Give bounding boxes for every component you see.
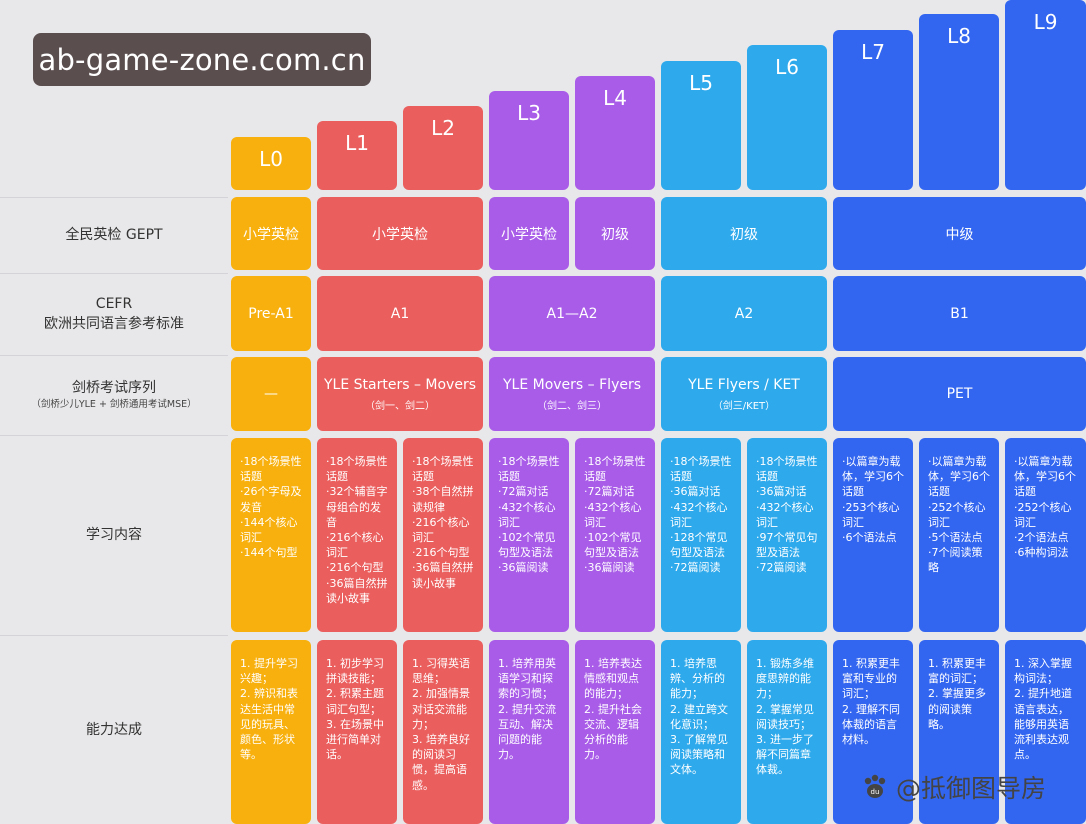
row-separator bbox=[0, 197, 228, 198]
footer-credit: du @抵御图导房 bbox=[860, 766, 1080, 808]
ability-cell-l5: 1. 培养思辨、分析的能力； 2. 建立跨文化意识； 3. 了解常见阅读策略和文… bbox=[661, 640, 741, 824]
ability-cell-l6: 1. 锻炼多维度思辨的能力； 2. 掌握常见阅读技巧； 3. 进一步了解不同篇章… bbox=[747, 640, 827, 824]
cambridge-cell: YLE Movers – Flyers （剑二、剑三） bbox=[489, 357, 655, 431]
row-label-ability-text: 能力达成 bbox=[86, 721, 142, 738]
level-l3: L3 bbox=[489, 91, 569, 190]
cefr-cell: A1 bbox=[317, 276, 483, 351]
cambridge-exam-note: （剑二、剑三） bbox=[537, 400, 607, 412]
content-cell-l5: ·18个场景性话题 ·36篇对话 ·432个核心词汇 ·128个常见句型及语法 … bbox=[661, 438, 741, 632]
row-label-gept: 全民英检 GEPT bbox=[0, 197, 228, 273]
gept-cell: 初级 bbox=[575, 197, 655, 270]
cambridge-exam-note: （剑一、剑二） bbox=[365, 400, 435, 412]
cambridge-cell: — bbox=[231, 357, 311, 431]
row-label-ability: 能力达成 bbox=[0, 635, 228, 824]
cambridge-exam: YLE Starters – Movers bbox=[323, 376, 476, 393]
level-l5: L5 bbox=[661, 61, 741, 190]
ability-cell-l9: 1. 深入掌握构词法； 2. 提升地道语言表达，能够用英语流利表达观点。 bbox=[1005, 640, 1086, 824]
cefr-cell: B1 bbox=[833, 276, 1086, 351]
content-cell-l8: ·以篇章为载体，学习6个话题 ·252个核心词汇 ·5个语法点 ·7个阅读策略 bbox=[919, 438, 999, 632]
ability-cell-l2: 1. 习得英语思维； 2. 加强情景对话交流能力； 3. 培养良好的阅读习惯，提… bbox=[403, 640, 483, 824]
gept-cell: 小学英检 bbox=[317, 197, 483, 270]
gept-cell: 中级 bbox=[833, 197, 1086, 270]
content-cell-l3: ·18个场景性话题 ·72篇对话 ·432个核心词汇 ·102个常见句型及语法 … bbox=[489, 438, 569, 632]
cambridge-exam: YLE Flyers / KET bbox=[688, 376, 800, 393]
cambridge-cell: YLE Flyers / KET （剑三/KET） bbox=[661, 357, 827, 431]
ability-cell-l1: 1. 初步学习拼读技能； 2. 积累主题词汇句型； 3. 在场景中进行简单对话。 bbox=[317, 640, 397, 824]
row-label-gept-text: 全民英检 GEPT bbox=[65, 227, 163, 243]
cefr-cell: A1—A2 bbox=[489, 276, 655, 351]
ability-cell-l3: 1. 培养用英语学习和探索的习惯； 2. 提升交流互动、解决问题的能力。 bbox=[489, 640, 569, 824]
level-l1: L1 bbox=[317, 121, 397, 190]
row-label-cambridge-line2: （剑桥少儿YLE + 剑桥通用考试MSE） bbox=[31, 399, 197, 410]
gept-cell: 初级 bbox=[661, 197, 827, 270]
watermark-text: ab-game-zone.com.cn bbox=[38, 42, 366, 77]
row-separator bbox=[0, 273, 228, 274]
row-label-cefr-line1: CEFR bbox=[95, 296, 133, 312]
svg-text:du: du bbox=[871, 788, 880, 796]
level-l8: L8 bbox=[919, 14, 999, 190]
content-cell-l0: ·18个场景性话题 ·26个字母及发音 ·144个核心词汇 ·144个句型 bbox=[231, 438, 311, 632]
cambridge-cell: PET bbox=[833, 357, 1086, 431]
row-label-content: 学习内容 bbox=[0, 435, 228, 635]
row-label-cambridge-line1: 剑桥考试序列 bbox=[72, 380, 156, 396]
gept-cell: 小学英检 bbox=[231, 197, 311, 270]
ability-cell-l4: 1. 培养表达情感和观点的能力； 2. 提升社会交流、逻辑分析的能力。 bbox=[575, 640, 655, 824]
level-l0: L0 bbox=[231, 137, 311, 190]
content-cell-l9: ·以篇章为载体，学习6个话题 ·252个核心词汇 ·2个语法点 ·6种构词法 bbox=[1005, 438, 1086, 632]
content-cell-l7: ·以篇章为载体，学习6个话题 ·253个核心词汇 ·6个语法点 bbox=[833, 438, 913, 632]
level-l2: L2 bbox=[403, 106, 483, 190]
gept-cell: 小学英检 bbox=[489, 197, 569, 270]
row-label-cefr: CEFR 欧洲共同语言参考标准 bbox=[0, 273, 228, 355]
row-separator bbox=[0, 635, 228, 636]
ability-cell-l0: 1. 提升学习兴趣； 2. 辨识和表达生活中常见的玩具、颜色、形状等。 bbox=[231, 640, 311, 824]
cambridge-exam-note: （剑三/KET） bbox=[712, 400, 776, 412]
cambridge-exam: PET bbox=[946, 386, 973, 402]
content-cell-l4: ·18个场景性话题 ·72篇对话 ·432个核心词汇 ·102个常见句型及语法 … bbox=[575, 438, 655, 632]
ability-cell-l7: 1. 积累更丰富和专业的词汇； 2. 理解不同体裁的语言材料。 bbox=[833, 640, 913, 824]
content-cell-l6: ·18个场景性话题 ·36篇对话 ·432个核心词汇 ·97个常见句型及语法 ·… bbox=[747, 438, 827, 632]
cambridge-exam: YLE Movers – Flyers bbox=[502, 376, 642, 393]
level-l4: L4 bbox=[575, 76, 655, 190]
content-cell-l2: ·18个场景性话题 ·38个自然拼读规律 ·216个核心词汇 ·216个句型 ·… bbox=[403, 438, 483, 632]
level-l6: L6 bbox=[747, 45, 827, 190]
cefr-cell: Pre-A1 bbox=[231, 276, 311, 351]
row-label-cambridge: 剑桥考试序列 （剑桥少儿YLE + 剑桥通用考试MSE） bbox=[0, 355, 228, 435]
row-separator bbox=[0, 435, 228, 436]
footer-credit-text: @抵御图导房 bbox=[896, 774, 1047, 803]
watermark-banner: ab-game-zone.com.cn bbox=[33, 33, 371, 86]
row-separator bbox=[0, 355, 228, 356]
level-l7: L7 bbox=[833, 30, 913, 190]
content-cell-l1: ·18个场景性话题 ·32个辅音字母组合的发音 ·216个核心词汇 ·216个句… bbox=[317, 438, 397, 632]
paw-logo-icon: du bbox=[864, 774, 886, 798]
row-label-content-text: 学习内容 bbox=[86, 527, 142, 543]
cefr-cell: A2 bbox=[661, 276, 827, 351]
level-l9: L9 bbox=[1005, 0, 1086, 190]
ability-cell-l8: 1. 积累更丰富的词汇； 2. 掌握更多的阅读策略。 bbox=[919, 640, 999, 824]
row-label-cefr-line2: 欧洲共同语言参考标准 bbox=[44, 316, 184, 332]
cambridge-exam: — bbox=[264, 386, 278, 402]
cambridge-cell: YLE Starters – Movers （剑一、剑二） bbox=[317, 357, 483, 431]
